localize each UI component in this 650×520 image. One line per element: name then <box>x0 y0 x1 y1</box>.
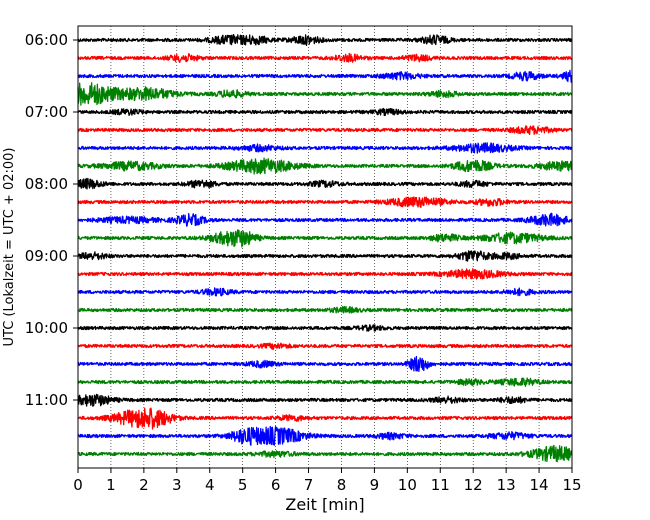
y-axis-ticks: 06:00 07:00 08:00 09:00 10:00 11:00 <box>25 31 78 409</box>
x-axis-ticks: 0 1 2 3 4 5 6 7 8 9 10 11 12 13 14 15 <box>73 468 582 494</box>
plot-frame <box>77 25 573 469</box>
trace-1145 <box>77 444 573 463</box>
trace-0600 <box>77 34 573 46</box>
y-tick-label: 11:00 <box>25 391 68 409</box>
trace-1100 <box>77 393 573 407</box>
x-tick-label: 10 <box>398 476 417 494</box>
trace-0730 <box>77 142 573 154</box>
trace-0830 <box>77 212 573 227</box>
trace-0800 <box>77 177 573 190</box>
seismogram-traces <box>77 34 573 463</box>
trace-1130 <box>77 425 573 446</box>
trace-0930 <box>77 287 573 297</box>
trace-0945 <box>77 305 573 314</box>
x-tick-label: 15 <box>562 476 581 494</box>
trace-1000 <box>77 324 573 332</box>
trace-1045 <box>77 377 573 387</box>
trace-0630 <box>77 69 573 83</box>
x-tick-label: 11 <box>431 476 450 494</box>
trace-0845 <box>77 229 573 248</box>
x-tick-label: 9 <box>370 476 380 494</box>
trace-0915 <box>77 268 573 280</box>
x-tick-label: 5 <box>238 476 248 494</box>
trace-0815 <box>77 196 573 209</box>
trace-0715 <box>77 125 573 136</box>
trace-0900 <box>77 250 573 262</box>
x-tick-label: 4 <box>205 476 215 494</box>
y-tick-label: 08:00 <box>25 175 68 193</box>
trace-0615 <box>77 52 573 64</box>
y-axis-label: UTC (Lokalzeit = UTC + 02:00) <box>2 148 17 347</box>
x-tick-label: 13 <box>497 476 516 494</box>
x-axis-label: Zeit [min] <box>285 495 364 514</box>
trace-1030 <box>77 355 573 372</box>
x-tick-label: 2 <box>139 476 149 494</box>
trace-1115 <box>77 407 573 430</box>
trace-0745 <box>77 157 573 175</box>
x-tick-label: 8 <box>337 476 347 494</box>
x-tick-label: 7 <box>304 476 314 494</box>
trace-0645 <box>77 82 573 106</box>
x-tick-label: 12 <box>464 476 483 494</box>
x-tick-label: 3 <box>172 476 182 494</box>
y-tick-label: 07:00 <box>25 103 68 121</box>
x-tick-label: 0 <box>73 476 83 494</box>
x-tick-label: 14 <box>530 476 549 494</box>
y-tick-label: 10:00 <box>25 319 68 337</box>
x-tick-label: 1 <box>106 476 116 494</box>
trace-0700 <box>77 107 573 117</box>
x-tick-label: 6 <box>271 476 281 494</box>
trace-1015 <box>77 342 573 350</box>
y-tick-label: 09:00 <box>25 247 68 265</box>
y-tick-label: 06:00 <box>25 31 68 49</box>
